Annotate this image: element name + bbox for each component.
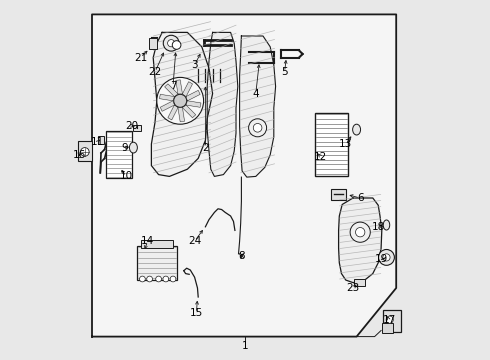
Bar [354, 279, 365, 286]
Text: 22: 22 [148, 67, 162, 77]
Polygon shape [168, 105, 178, 120]
Text: 5: 5 [281, 67, 288, 77]
Circle shape [386, 316, 393, 323]
Bar [78, 141, 92, 161]
Polygon shape [92, 14, 396, 337]
Bar [106, 131, 132, 178]
Text: 6: 6 [357, 193, 364, 203]
Circle shape [174, 94, 187, 107]
Ellipse shape [129, 142, 137, 153]
Text: 12: 12 [314, 152, 327, 162]
Circle shape [350, 222, 370, 242]
Text: 3: 3 [191, 60, 198, 70]
Ellipse shape [353, 124, 361, 135]
Text: 10: 10 [120, 171, 133, 181]
Polygon shape [186, 101, 201, 107]
Text: 23: 23 [346, 283, 360, 293]
Circle shape [80, 148, 89, 156]
Polygon shape [178, 108, 185, 122]
Text: 9: 9 [121, 143, 128, 153]
Text: 11: 11 [91, 137, 104, 147]
Circle shape [383, 254, 390, 261]
Polygon shape [159, 94, 174, 101]
Bar [98, 136, 104, 144]
Bar [331, 189, 346, 200]
Text: 14: 14 [141, 236, 154, 246]
Circle shape [170, 276, 176, 282]
Circle shape [379, 249, 394, 265]
Bar [383, 310, 401, 332]
Bar [141, 240, 173, 248]
Text: 15: 15 [190, 308, 203, 318]
Polygon shape [160, 101, 174, 111]
Bar [149, 38, 157, 49]
Polygon shape [176, 80, 182, 94]
Circle shape [356, 228, 365, 237]
Polygon shape [240, 36, 275, 177]
Text: 13: 13 [339, 139, 352, 149]
Ellipse shape [383, 220, 390, 230]
Circle shape [172, 41, 181, 49]
Circle shape [163, 35, 179, 51]
Circle shape [156, 276, 162, 282]
Text: 16: 16 [73, 150, 86, 160]
Text: 17: 17 [382, 315, 395, 325]
Bar [133, 125, 141, 131]
Polygon shape [165, 84, 178, 96]
Polygon shape [182, 105, 196, 118]
Circle shape [253, 123, 262, 132]
Bar [315, 113, 347, 176]
Circle shape [157, 77, 204, 124]
Text: 2: 2 [202, 143, 209, 153]
Polygon shape [182, 82, 193, 96]
Text: 18: 18 [371, 222, 385, 232]
Text: 7: 7 [170, 81, 176, 91]
Circle shape [147, 276, 152, 282]
Bar [382, 323, 392, 333]
Circle shape [140, 276, 145, 282]
Polygon shape [151, 32, 213, 176]
Circle shape [248, 119, 267, 137]
Text: 21: 21 [134, 53, 147, 63]
Bar [137, 246, 176, 280]
Polygon shape [186, 90, 200, 101]
Text: 19: 19 [375, 254, 389, 264]
Text: 1: 1 [242, 341, 248, 351]
Circle shape [168, 40, 175, 47]
Text: 4: 4 [252, 89, 259, 99]
Text: 24: 24 [188, 236, 201, 246]
Text: 20: 20 [125, 121, 138, 131]
Text: 8: 8 [238, 251, 245, 261]
Circle shape [163, 276, 169, 282]
Polygon shape [207, 32, 238, 176]
Bar [196, 68, 222, 84]
Polygon shape [339, 198, 382, 283]
